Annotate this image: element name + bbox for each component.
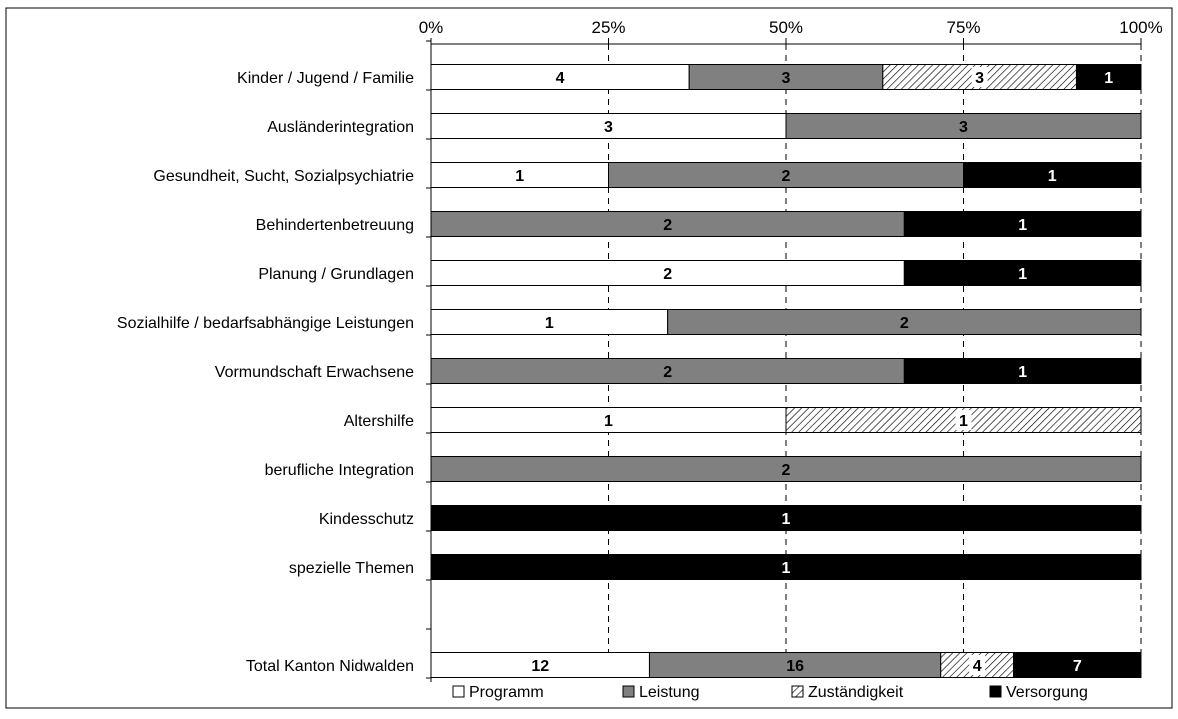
category-label-altershilfe: Altershilfe <box>344 413 414 430</box>
legend-swatch-leistung <box>622 685 635 698</box>
data-label: 12 <box>531 658 549 675</box>
x-tick-label: 0% <box>419 18 444 37</box>
data-label: 2 <box>782 462 791 479</box>
data-label: 16 <box>786 658 804 675</box>
category-label-kinder-jugend-familie: Kinder / Jugend / Familie <box>237 70 414 87</box>
data-label: 3 <box>975 70 984 87</box>
data-label: 1 <box>1018 364 1027 381</box>
bar-segment-programm <box>430 113 787 139</box>
bar-segment-versorgung <box>903 260 1142 286</box>
category-label-auslaenderintegration: Ausländerintegration <box>267 119 414 136</box>
data-label: 3 <box>959 119 968 136</box>
category-label-total-kanton-nidwalden: Total Kanton Nidwalden <box>246 658 414 675</box>
data-label-backdrop <box>971 67 988 87</box>
data-label: 4 <box>556 70 565 87</box>
data-label-backdrop <box>969 655 986 675</box>
legend-label-programm: Programm <box>469 684 544 701</box>
bar-segment-versorgung <box>963 162 1142 188</box>
bar-segment-versorgung <box>903 358 1142 384</box>
legend-swatch-versorgung <box>989 685 1002 698</box>
bar-segment-versorgung <box>430 505 1142 531</box>
data-label: 1 <box>1018 217 1027 234</box>
bar-segment-programm <box>430 162 609 188</box>
legend-label-leistung: Leistung <box>639 684 700 701</box>
category-label-planung-grundlagen: Planung / Grundlagen <box>258 266 414 283</box>
category-label-kindesschutz: Kindesschutz <box>319 511 414 528</box>
data-label: 1 <box>782 511 791 528</box>
bar-segment-leistung <box>667 309 1142 335</box>
bar-segment-leistung <box>688 64 884 90</box>
category-label-behindertenbetreuung: Behindertenbetreuung <box>256 217 414 234</box>
category-labels: Kinder / Jugend / Familie Ausländerintegr… <box>117 70 414 675</box>
category-label-gesundheit-sucht-sozialpsychiatrie: Gesundheit, Sucht, Sozialpsychiatrie <box>153 168 414 185</box>
category-label-spezielle-themen: spezielle Themen <box>289 560 414 577</box>
data-label: 3 <box>782 70 791 87</box>
legend-swatch-zustaendigkeit <box>791 685 804 698</box>
data-label: 2 <box>663 364 672 381</box>
data-label: 1 <box>604 413 613 430</box>
chart-border <box>5 7 1173 709</box>
category-axis <box>426 40 1141 682</box>
data-label: 1 <box>1048 168 1057 185</box>
data-label: 1 <box>545 315 554 332</box>
legend-swatch-programm <box>452 685 465 698</box>
data-label: 1 <box>1018 266 1027 283</box>
data-label: 3 <box>604 119 613 136</box>
x-tick-label: 25% <box>591 18 625 37</box>
category-label-berufliche-integration: berufliche Integration <box>265 462 414 479</box>
x-tick-label: 50% <box>769 18 803 37</box>
bar-segment-versorgung <box>903 211 1142 237</box>
bar-segment-programm <box>430 260 905 286</box>
data-label: 7 <box>1073 658 1082 675</box>
bar-segment-leistung <box>430 456 1142 482</box>
category-label-sozialhilfe-bedarfsabhaengige-leistungen: Sozialhilfe / bedarfsabhängige Leistunge… <box>117 315 414 332</box>
category-label-vormundschaft-erwachsene: Vormundschaft Erwachsene <box>215 364 414 381</box>
data-label-backdrop <box>955 410 972 430</box>
legend: Programm Leistung Zuständigkeit Versorgung <box>452 684 1088 701</box>
data-label: 2 <box>663 266 672 283</box>
bar-segment-versorgung <box>1013 652 1142 678</box>
data-label: 2 <box>782 168 791 185</box>
data-label: 2 <box>900 315 909 332</box>
data-label: 2 <box>663 217 672 234</box>
bar-segment-leistung <box>785 113 1142 139</box>
bar-segment-programm <box>430 652 650 678</box>
data-label: 1 <box>782 560 791 577</box>
legend-label-zustaendigkeit: Zuständigkeit <box>808 684 904 701</box>
x-tick-label: 100% <box>1119 18 1162 37</box>
bar-segment-leistung <box>648 652 942 678</box>
legend-label-versorgung: Versorgung <box>1006 684 1088 701</box>
data-label: 1 <box>515 168 524 185</box>
data-label: 1 <box>1104 70 1113 87</box>
data-label: 1 <box>959 413 968 430</box>
x-axis-tick-labels: 0% 25% 50% 75% 100% <box>419 18 1163 44</box>
data-label: 4 <box>973 658 982 675</box>
bar-segment-versorgung <box>1075 64 1142 90</box>
x-tick-label: 75% <box>946 18 980 37</box>
